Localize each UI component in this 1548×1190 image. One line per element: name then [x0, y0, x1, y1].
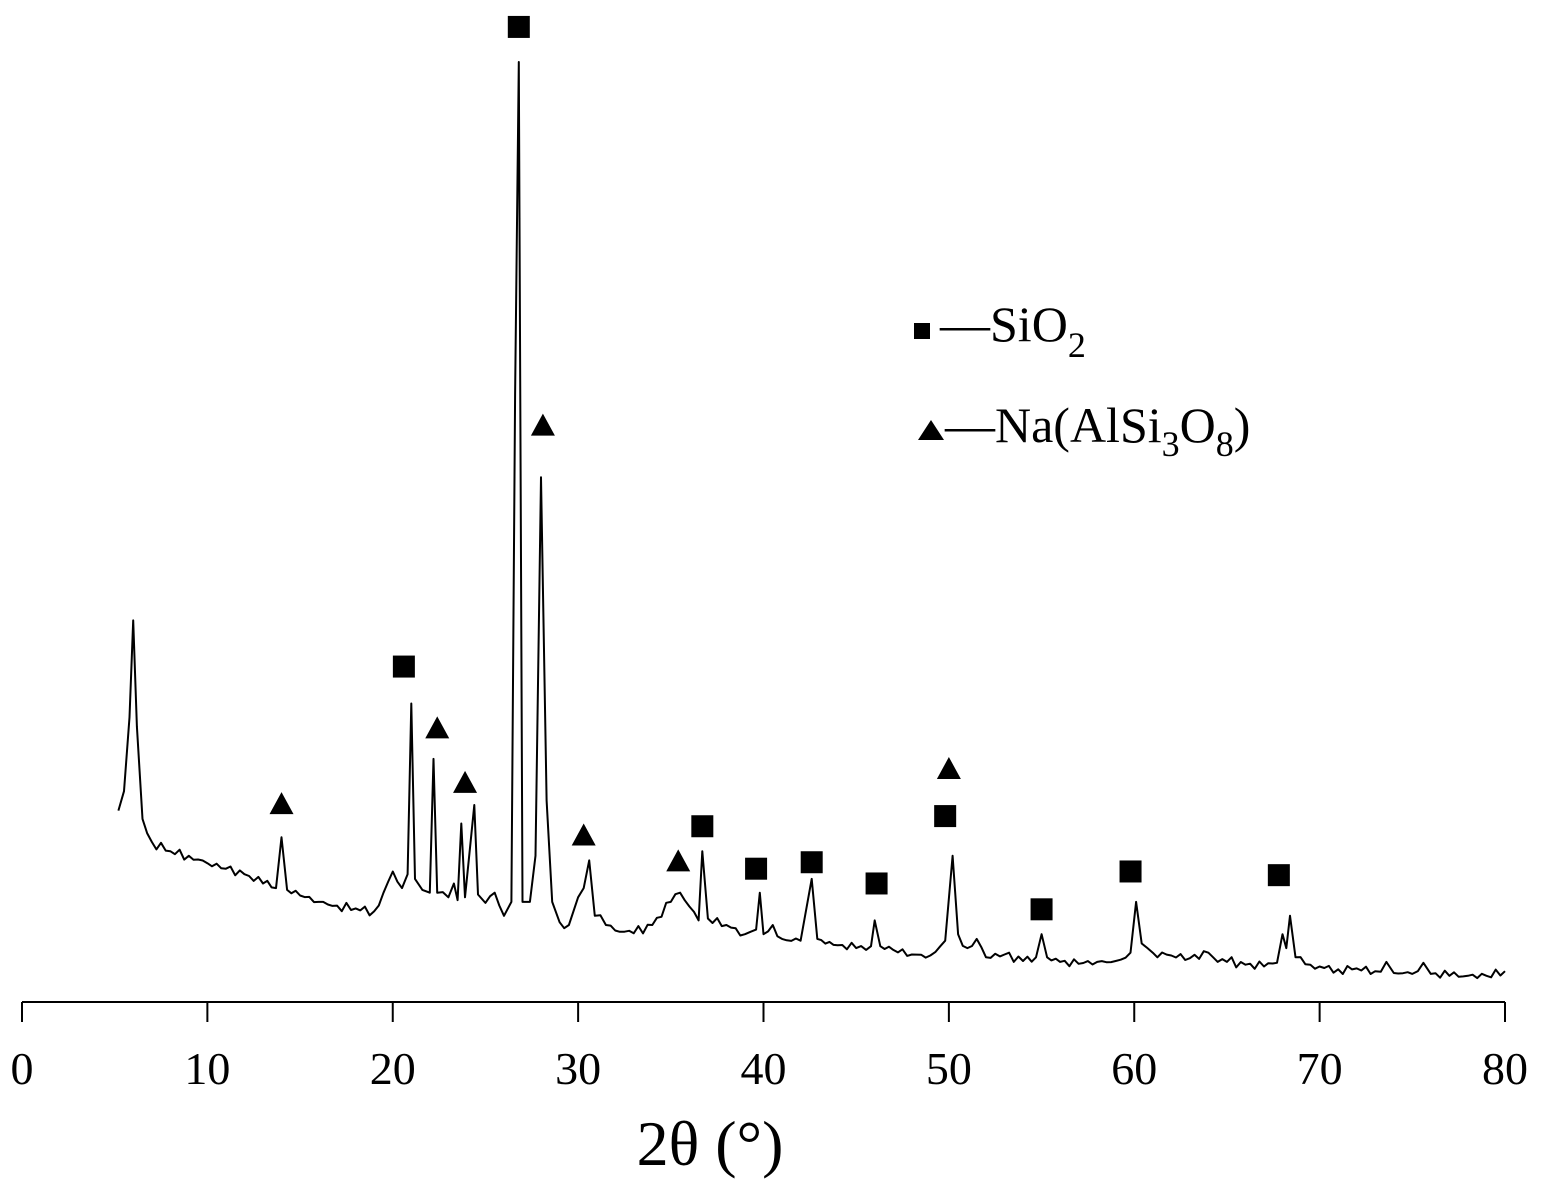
legend-sio2-marker [914, 323, 930, 339]
x-tick-label: 0 [11, 1043, 34, 1094]
sio2-square-marker [1030, 898, 1053, 921]
legend-albite-subscript-3: 3 [1162, 424, 1180, 464]
legend-albite-suffix: ) [1234, 397, 1251, 453]
x-axis-ticks: 0 10 20 30 40 50 60 70 80 [11, 1002, 1528, 1094]
albite-triangle-marker [269, 792, 294, 815]
legend-albite-text: —Na(AlSi [944, 397, 1162, 453]
legend-albite-marker [918, 420, 944, 440]
sio2-square-marker [745, 857, 768, 880]
legend-albite-label: —Na(AlSi3O8) [944, 397, 1250, 464]
albite-triangle-marker [666, 849, 691, 872]
albite-triangle-marker [425, 716, 450, 739]
sio2-square-marker [1119, 860, 1142, 883]
x-tick-label: 80 [1482, 1043, 1528, 1094]
x-tick-label: 10 [184, 1043, 230, 1094]
albite-triangle-marker [453, 770, 478, 793]
albite-triangle-marker [571, 823, 596, 846]
albite-triangle-marker [936, 757, 961, 780]
legend-sio2-label: —SiO2 [939, 296, 1086, 365]
x-tick-label: 70 [1297, 1043, 1343, 1094]
x-axis-title: 2θ (°) [637, 1108, 784, 1179]
plot-area [117, 61, 1506, 980]
x-tick-label: 60 [1111, 1043, 1157, 1094]
legend: —SiO2 —Na(AlSi3O8) [914, 296, 1250, 464]
sio2-square-marker [392, 655, 415, 678]
sio2-square-marker [800, 851, 823, 874]
x-tick-label: 50 [926, 1043, 972, 1094]
sio2-square-marker [507, 15, 530, 38]
sio2-square-marker [865, 872, 888, 895]
legend-sio2-text: —SiO [939, 296, 1068, 352]
x-tick-label: 30 [555, 1043, 601, 1094]
x-tick-label: 40 [741, 1043, 787, 1094]
albite-triangle-marker [530, 413, 555, 436]
phase-markers [269, 15, 1290, 921]
xrd-series-line [117, 61, 1506, 980]
x-tick-label: 20 [370, 1043, 416, 1094]
sio2-square-marker [934, 805, 957, 828]
legend-sio2-subscript: 2 [1068, 325, 1086, 365]
sio2-square-marker [691, 815, 714, 838]
legend-albite-subscript-8: 8 [1216, 424, 1234, 464]
sio2-square-marker [1267, 864, 1290, 887]
legend-albite-o: O [1180, 397, 1216, 453]
